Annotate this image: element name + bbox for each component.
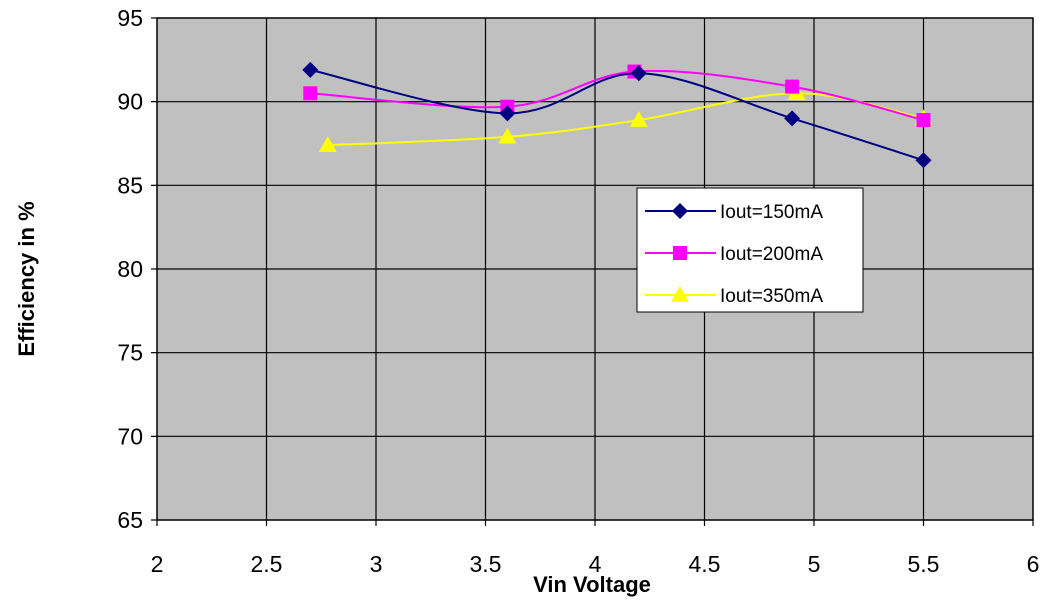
series-layer [302,61,933,169]
data-point-square [916,113,931,128]
x-tick-label: 5.5 [908,551,940,577]
data-point-diamond [499,105,516,122]
y-tick-label: 70 [117,423,143,449]
x-tick-label: 5 [808,551,821,577]
data-point-diamond [630,65,647,82]
legend-marker-diamond [672,203,688,219]
x-tick-label: 4.5 [689,551,721,577]
x-tick-label: 2 [151,551,164,577]
data-point-square [785,79,800,94]
data-point-diamond [784,110,801,127]
legend-label: Iout=150mA [720,202,823,223]
x-tick-label: 3 [370,551,383,577]
data-point-triangle [629,111,648,127]
data-point-square [303,86,318,101]
legend-label: Iout=350mA [720,286,823,307]
x-tick-label: 2.5 [251,551,283,577]
x-axis-title: Vin Voltage [533,572,651,597]
data-point-diamond [302,61,319,78]
data-point-triangle [498,127,517,144]
data-point-diamond [915,152,932,169]
y-axis-title: Efficiency in % [14,201,39,356]
axes [151,17,1034,526]
legend-marker-square [673,246,687,260]
series-diamond [302,61,932,169]
x-tick-label: 6 [1027,551,1040,577]
y-tick-labels: 65 70 75 80 85 90 95 [117,5,143,533]
y-tick-label: 90 [117,89,143,115]
y-tick-label: 95 [117,5,143,31]
x-tick-label: 3.5 [470,551,502,577]
y-tick-label: 65 [117,507,143,533]
legend-marker-triangle [671,286,689,302]
y-tick-label: 85 [117,172,143,198]
legend: Iout=150mA Iout=200mA Iout=350mA [636,187,864,313]
y-tick-label: 75 [117,340,143,366]
grid-lines [157,18,1033,520]
x-tick-label: 4 [589,551,602,577]
legend-label: Iout=200mA [720,244,823,265]
x-tick-labels: 2 2.5 3 3.5 4 4.5 5 5.5 6 [151,551,1040,577]
data-point-triangle [318,136,337,152]
y-tick-label: 80 [117,256,143,282]
